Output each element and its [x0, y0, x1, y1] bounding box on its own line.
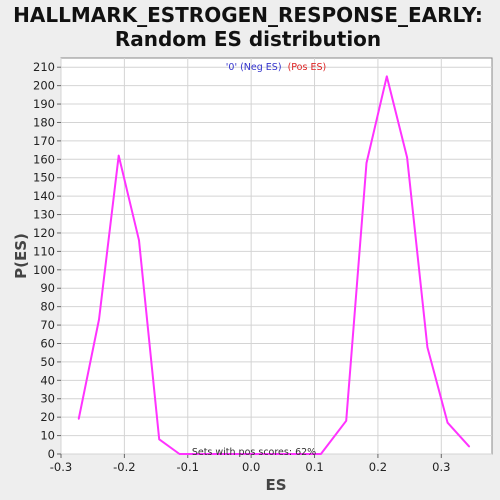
legend-pos: (Pos ES): [288, 62, 327, 73]
x-tick-label: 0.2: [369, 460, 387, 474]
y-tick-label: 200: [33, 79, 55, 93]
data-point: [365, 162, 368, 164]
y-tick-label: 70: [40, 318, 55, 332]
x-tick-label: 0.3: [432, 460, 450, 474]
y-tick-label: 40: [40, 373, 55, 387]
y-tick-label: 10: [40, 429, 55, 443]
data-point: [468, 445, 471, 448]
y-tick-label: 100: [33, 263, 55, 277]
data-point: [98, 318, 100, 321]
plot-area: [60, 57, 493, 455]
data-point: [138, 239, 140, 242]
series-group: [77, 75, 471, 455]
y-tick-label: 190: [33, 97, 55, 111]
data-point: [198, 453, 200, 455]
y-tick-label: 210: [33, 60, 55, 74]
y-tick-label: 20: [40, 410, 55, 424]
x-axis-label: ES: [265, 476, 286, 494]
y-axis-label: P(ES): [12, 233, 30, 279]
data-point: [426, 346, 429, 349]
chart-title-line1: HALLMARK_ESTROGEN_RESPONSE_EARLY:: [13, 3, 483, 27]
y-tick-label: 110: [33, 244, 55, 258]
x-tick-label: -0.2: [113, 460, 135, 474]
x-tick-labels: -0.3 -0.2 -0.1 0.0 0.1 0.2 0.3: [50, 454, 450, 474]
legend-neg: '0' (Neg ES): [226, 62, 282, 73]
series-line: [77, 75, 470, 455]
data-point: [279, 453, 282, 455]
x-tick-label: -0.3: [50, 460, 72, 474]
data-point: [178, 453, 181, 455]
y-tick-label: 140: [33, 189, 55, 203]
data-point: [158, 438, 160, 441]
y-tick-label: 0: [48, 447, 55, 461]
data-point: [299, 453, 302, 455]
y-tick-labels: 0 10 20 30 40 50 60 70 80 90 100 110 120 130 140 150 160…: [33, 60, 61, 461]
data-point: [320, 453, 322, 455]
x-tick-label: 0.1: [305, 460, 323, 474]
data-point: [77, 418, 80, 420]
chart-title-line2: Random ES distribution: [115, 27, 381, 51]
data-point: [406, 156, 408, 159]
y-tick-label: 50: [40, 355, 55, 369]
y-tick-label: 80: [40, 300, 55, 314]
x-tick-label: -0.1: [177, 460, 199, 474]
data-point: [238, 453, 241, 455]
y-tick-label: 90: [40, 281, 55, 295]
data-point: [345, 420, 348, 422]
x-tick-label: 0.0: [242, 460, 260, 474]
y-tick-label: 120: [33, 226, 55, 240]
data-point: [259, 453, 261, 455]
y-tick-label: 160: [33, 152, 55, 166]
y-tick-label: 60: [40, 336, 55, 350]
legend: '0' (Neg ES) (Pos ES): [226, 62, 326, 73]
y-tick-label: 30: [40, 392, 55, 406]
data-point: [386, 75, 388, 78]
data-point: [446, 421, 449, 424]
y-tick-label: 170: [33, 134, 55, 148]
y-tick-label: 130: [33, 208, 55, 222]
pos-scores-annotation: Sets with pos scores: 62%: [192, 447, 316, 458]
y-tick-label: 180: [33, 115, 55, 129]
data-point: [117, 154, 120, 157]
grid: [60, 58, 492, 455]
data-point: [218, 453, 221, 455]
y-tick-label: 150: [33, 171, 55, 185]
